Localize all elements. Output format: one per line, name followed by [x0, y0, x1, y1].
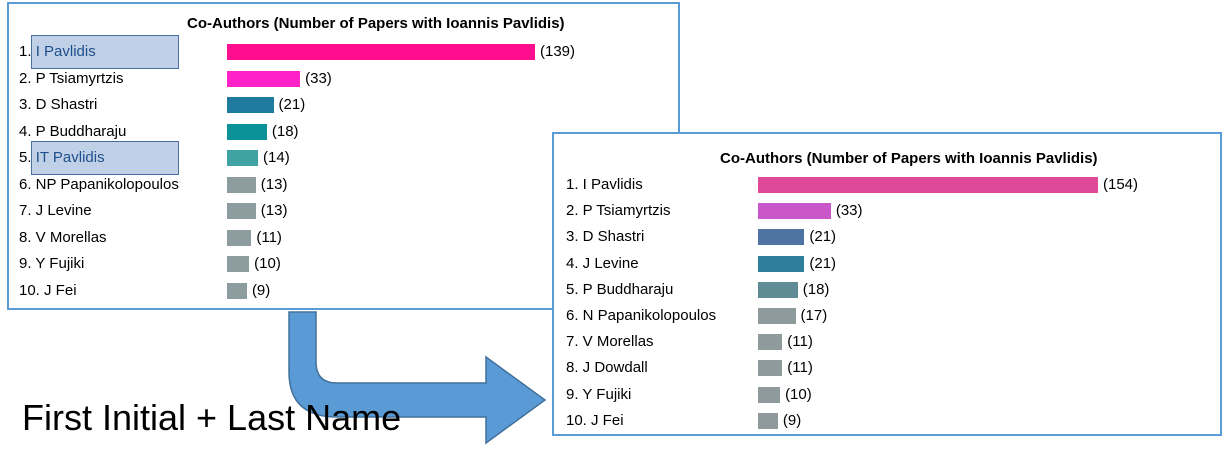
bar-row: 3. D Shastri (21)	[554, 224, 1220, 250]
bar	[227, 203, 256, 219]
bar-row: 7. V Morellas (11)	[554, 329, 1220, 355]
value-label: (11)	[787, 333, 813, 351]
bar-row: 4. J Levine (21)	[554, 251, 1220, 277]
bar-row: 9. Y Fujiki (10)	[9, 251, 678, 277]
category-label: 1. I Pavlidis	[19, 43, 96, 60]
value-label: (154)	[1103, 176, 1139, 193]
bar	[227, 282, 247, 299]
category-label: 3. D Shastri	[19, 96, 98, 113]
value-label: (139)	[540, 43, 576, 60]
bar-row: 5. P Buddharaju (18)	[554, 277, 1220, 303]
bar	[758, 255, 805, 272]
bar-row: 2. P Tsiamyrtzis (33)	[554, 198, 1220, 224]
category-label: 5. IT Pavlidis	[19, 149, 105, 166]
value-label: (21)	[809, 254, 837, 272]
value-label: (9)	[782, 411, 802, 429]
category-label: 7. J Levine	[19, 202, 92, 219]
caption-text: First Initial + Last Name	[22, 397, 402, 438]
value-label: (10)	[254, 255, 281, 272]
bar	[758, 177, 1098, 193]
bar-row: 2. P Tsiamyrtzis (33)	[9, 66, 678, 92]
category-label: 9. Y Fujiki	[566, 385, 632, 403]
bar	[227, 123, 267, 140]
category-label: 4. P Buddharaju	[19, 122, 127, 140]
bar	[227, 229, 252, 246]
category-label: 3. D Shastri	[566, 228, 645, 246]
value-label: (10)	[785, 385, 812, 403]
chart-panel-after: Co-Authors (Number of Papers with Ioanni…	[552, 132, 1222, 436]
bar-row: 10. J Fei (9)	[554, 408, 1220, 434]
bar-row: 7. J Levine (13)	[9, 198, 678, 224]
value-label: (11)	[787, 359, 813, 377]
highlight-box	[31, 35, 179, 69]
bar	[758, 308, 796, 324]
value-label: (13)	[260, 175, 288, 193]
bar	[758, 412, 778, 429]
bar-row: 8. J Dowdall (11)	[554, 355, 1220, 381]
value-label: (33)	[835, 202, 863, 220]
chart-title: Co-Authors (Number of Papers with Ioanni…	[720, 150, 1098, 167]
value-label: (18)	[802, 280, 830, 298]
bar-row: 6. NP Papanikolopoulos (13)	[9, 172, 678, 198]
bar-row: 6. N Papanikolopoulos (17)	[554, 303, 1220, 329]
category-label: 2. P Tsiamyrtzis	[19, 69, 124, 87]
value-label: (18)	[271, 122, 299, 140]
category-label: 2. P Tsiamyrtzis	[566, 202, 671, 220]
bar-row: 1. I Pavlidis (139)	[9, 35, 678, 69]
bar-row: 4. P Buddharaju (18)	[9, 119, 678, 145]
bar-row: 5. IT Pavlidis (14)	[9, 141, 678, 175]
bar	[227, 256, 250, 272]
bar	[227, 176, 256, 193]
value-label: (21)	[809, 228, 837, 246]
bar	[227, 150, 259, 166]
value-label: (17)	[800, 307, 828, 324]
chart-title: Co-Authors (Number of Papers with Ioanni…	[187, 15, 565, 32]
value-label: (9)	[251, 281, 271, 299]
bar	[758, 281, 798, 298]
value-label: (11)	[256, 228, 282, 246]
bar-row: 8. V Morellas (11)	[9, 225, 678, 251]
bar	[758, 203, 831, 220]
category-label: 10. J Fei	[19, 281, 77, 299]
bar	[227, 70, 301, 87]
bar-row: 9. Y Fujiki (10)	[554, 382, 1220, 408]
bar-row: 10. J Fei (9)	[9, 278, 678, 304]
bar	[227, 44, 535, 60]
category-label: 6. NP Papanikolopoulos	[19, 175, 179, 193]
value-label: (13)	[260, 202, 288, 219]
category-label: 1. I Pavlidis	[566, 176, 643, 193]
category-label: 4. J Levine	[566, 254, 639, 272]
value-label: (21)	[278, 96, 306, 113]
bar	[758, 386, 781, 403]
category-label: 7. V Morellas	[566, 333, 654, 351]
category-label: 8. V Morellas	[19, 228, 107, 246]
category-label: 8. J Dowdall	[566, 359, 648, 377]
bar	[758, 360, 783, 377]
bar-row: 3. D Shastri (21)	[9, 92, 678, 118]
bar	[227, 97, 274, 113]
category-label: 5. P Buddharaju	[566, 280, 674, 298]
category-label: 10. J Fei	[566, 411, 624, 429]
category-label: 6. N Papanikolopoulos	[566, 307, 717, 324]
value-label: (33)	[305, 69, 332, 87]
value-label: (14)	[263, 149, 290, 166]
highlight-box	[31, 141, 179, 175]
bar-row: 1. I Pavlidis (154)	[554, 172, 1220, 198]
bar	[758, 334, 783, 351]
bar	[758, 229, 805, 246]
category-label: 9. Y Fujiki	[19, 255, 85, 272]
